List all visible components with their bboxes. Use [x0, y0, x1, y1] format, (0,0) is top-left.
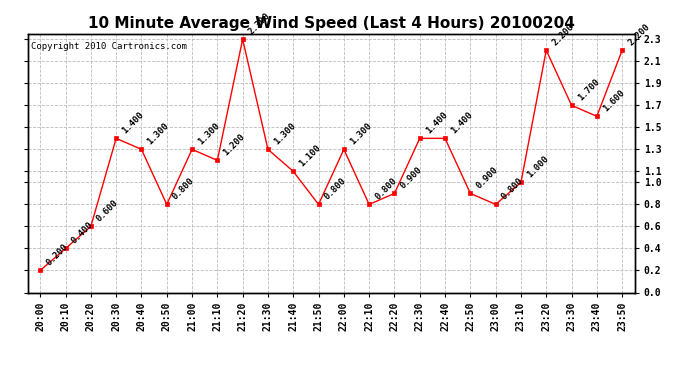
Text: 0.800: 0.800: [323, 176, 348, 202]
Text: 2.200: 2.200: [551, 22, 575, 48]
Text: 1.300: 1.300: [272, 121, 297, 147]
Text: 2.200: 2.200: [627, 22, 651, 48]
Text: 1.600: 1.600: [601, 88, 627, 114]
Text: 0.400: 0.400: [70, 220, 95, 246]
Text: 1.300: 1.300: [196, 121, 221, 147]
Text: 0.900: 0.900: [475, 165, 500, 190]
Text: 0.800: 0.800: [171, 176, 196, 202]
Text: 1.000: 1.000: [525, 154, 551, 180]
Title: 10 Minute Average Wind Speed (Last 4 Hours) 20100204: 10 Minute Average Wind Speed (Last 4 Hou…: [88, 16, 575, 31]
Text: 0.800: 0.800: [500, 176, 525, 202]
Text: 1.700: 1.700: [575, 77, 601, 102]
Text: 2.300: 2.300: [247, 11, 272, 36]
Text: 1.400: 1.400: [449, 110, 475, 136]
Text: Copyright 2010 Cartronics.com: Copyright 2010 Cartronics.com: [30, 42, 186, 51]
Text: 1.300: 1.300: [348, 121, 373, 147]
Text: 1.400: 1.400: [120, 110, 146, 136]
Text: 0.600: 0.600: [95, 198, 120, 223]
Text: 0.200: 0.200: [44, 242, 70, 268]
Text: 1.100: 1.100: [297, 143, 323, 169]
Text: 1.400: 1.400: [424, 110, 449, 136]
Text: 0.900: 0.900: [399, 165, 424, 190]
Text: 0.800: 0.800: [373, 176, 399, 202]
Text: 1.300: 1.300: [146, 121, 171, 147]
Text: 1.200: 1.200: [221, 132, 247, 158]
